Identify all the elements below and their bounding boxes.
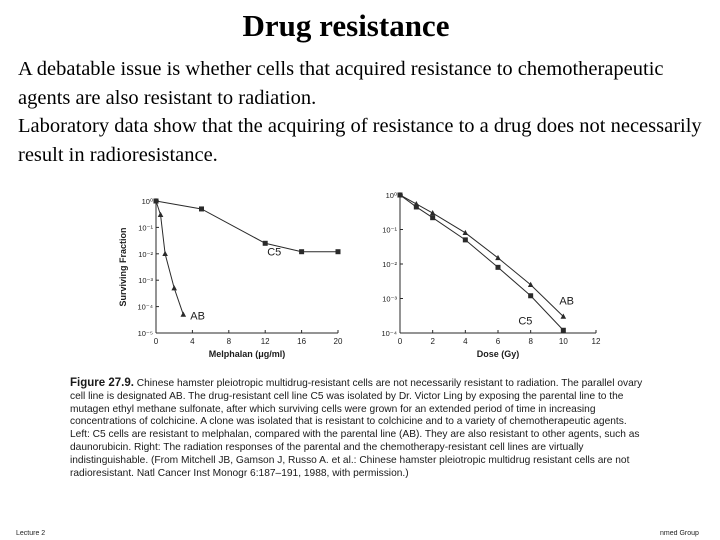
data-point xyxy=(153,198,159,204)
data-point xyxy=(430,215,436,221)
y-tick-label: 10⁻¹ xyxy=(138,223,153,232)
x-tick-label: 20 xyxy=(334,337,343,346)
series-line xyxy=(399,194,564,331)
x-tick-label: 6 xyxy=(496,337,501,346)
y-tick-label: 10⁻³ xyxy=(382,295,397,304)
data-point xyxy=(495,264,501,270)
x-tick-label: 0 xyxy=(154,337,159,346)
data-point xyxy=(413,204,419,210)
y-tick-label: 10⁻¹ xyxy=(382,226,397,235)
figure-svg: 0 4 8 12 16 2010⁰10⁻¹10⁻²10⁻³10⁻⁴10⁻⁵Melphala… xyxy=(118,191,601,359)
data-point xyxy=(560,313,567,319)
x-tick-label: 4 xyxy=(463,337,468,346)
x-tick-label: 8 xyxy=(528,337,533,346)
x-axis-label: Dose (Gy) xyxy=(477,349,520,359)
y-tick-label: 10⁻⁴ xyxy=(381,329,397,338)
y-tick-label: 10⁰ xyxy=(142,197,153,206)
data-point xyxy=(162,250,168,256)
data-point xyxy=(560,327,566,333)
figure-caption: Figure 27.9. Chinese hamster pleiotropic… xyxy=(70,377,648,480)
data-point xyxy=(262,240,268,246)
x-tick-label: 12 xyxy=(261,337,270,346)
footer-left: Lecture 2 xyxy=(16,530,46,537)
series-label: AB xyxy=(190,311,205,323)
data-point xyxy=(462,229,469,236)
slide-title: Drug resistance xyxy=(242,8,450,43)
y-axis-label: Surviving Fraction xyxy=(118,227,128,306)
data-point xyxy=(171,285,177,291)
y-tick-label: 10⁻⁴ xyxy=(137,303,153,312)
y-tick-label: 10⁻⁵ xyxy=(138,329,153,338)
y-tick-label: 10⁻² xyxy=(382,260,397,269)
series-label: C5 xyxy=(518,315,532,327)
series-label: AB xyxy=(559,296,574,308)
x-tick-label: 2 xyxy=(430,337,435,346)
paragraph: A debatable issue is whether cells that … xyxy=(18,58,664,109)
series-line xyxy=(399,194,564,317)
footer-right: nmed Group xyxy=(660,530,699,537)
data-point xyxy=(335,249,341,255)
figure-label: Figure 27.9. xyxy=(70,377,134,389)
x-tick-label: 12 xyxy=(592,337,601,346)
figure: 0 4 8 12 16 20 10⁰ 10⁻¹ 10⁻² 10⁻³ 10⁻⁴ 10⁻⁵ Melphala… xyxy=(108,183,608,378)
data-point xyxy=(397,192,403,198)
series-label: C5 xyxy=(267,246,281,258)
data-point xyxy=(429,210,436,216)
data-point xyxy=(495,254,501,261)
data-point xyxy=(528,293,534,299)
data-point xyxy=(462,237,468,243)
y-tick-label: 10⁰ xyxy=(386,191,397,200)
paragraph: Laboratory data show that the acquiring … xyxy=(18,115,702,166)
series-line xyxy=(155,200,338,253)
y-tick-label: 10⁻³ xyxy=(138,276,153,285)
caption-text: Chinese hamster pleiotropic multidrug-re… xyxy=(70,378,643,479)
x-tick-label: 8 xyxy=(227,337,232,346)
radiation-survival-chart: 0 2 4 6 8 10 12 10⁰ 10⁻¹ 10⁻² 10⁻³ 10⁻⁴ Dose (Gy) AB C… xyxy=(381,191,601,359)
data-point xyxy=(157,211,164,218)
x-tick-label: 4 xyxy=(190,337,195,346)
x-axis-label: Melphalan (μg/ml) xyxy=(209,349,286,359)
slide-body: A debatable issue is whether cells that … xyxy=(18,55,718,169)
data-point xyxy=(199,206,204,212)
x-tick-label: 0 xyxy=(398,337,403,346)
y-tick-label: 10⁻² xyxy=(138,250,153,259)
series-line xyxy=(155,200,184,315)
x-tick-label: 16 xyxy=(297,337,306,346)
melphalan-survival-chart: 0 4 8 12 16 20 10⁰ 10⁻¹ 10⁻² 10⁻³ 10⁻⁴ 10⁻⁵ Melphala… xyxy=(118,197,343,359)
data-point xyxy=(180,311,187,317)
data-point xyxy=(299,249,305,255)
data-point xyxy=(527,281,534,287)
x-tick-label: 10 xyxy=(559,337,568,346)
